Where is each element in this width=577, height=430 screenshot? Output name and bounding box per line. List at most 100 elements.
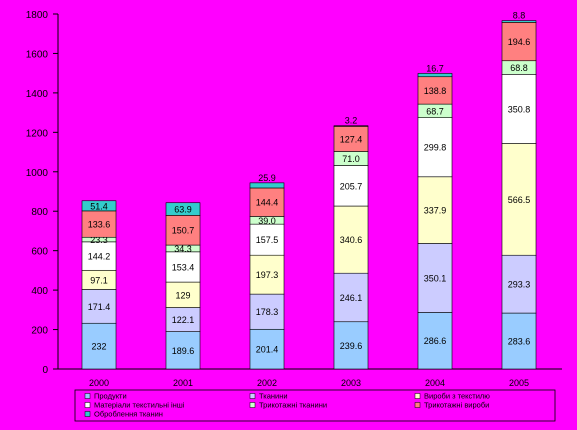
legend-label: Вироби з текстилю <box>424 392 490 401</box>
data-label: 8.8 <box>513 11 526 21</box>
bar-stack: 189.6 122.1 129 153.4 34.3 150.7 63.9 <box>165 202 201 370</box>
bar-segment <box>417 312 453 370</box>
data-label: 122.1 <box>172 315 195 325</box>
data-label: 144.4 <box>256 198 279 208</box>
data-label: 127.4 <box>340 134 363 144</box>
bar-segment <box>417 243 453 313</box>
legend-swatch <box>84 393 91 399</box>
bar-segment <box>333 165 369 207</box>
data-label: 25.9 <box>258 173 276 183</box>
legend-swatch <box>414 393 421 399</box>
data-label: 189.6 <box>172 346 195 356</box>
bar-segment <box>165 202 201 216</box>
bar-segment <box>249 293 285 330</box>
data-label: 350.1 <box>424 273 447 283</box>
legend-label: Трикотажні тканини <box>259 401 327 410</box>
y-tick-label: 1000 <box>26 168 49 179</box>
bar-segment <box>501 312 537 370</box>
data-label: 3.2 <box>345 116 358 126</box>
data-label: 63.9 <box>174 205 192 215</box>
y-tick-label: 1600 <box>26 49 49 60</box>
bar-segment <box>81 322 117 370</box>
bar-stack: 239.6 246.1 340.6 205.7 71.0 127.4 3.2 <box>333 116 369 370</box>
bar-segment <box>249 223 285 256</box>
data-label: 171.4 <box>88 302 111 312</box>
bar-stack: 283.6 293.3 566.5 350.8 68.8 194.6 8.8 <box>501 11 537 370</box>
bar-segment <box>249 254 285 295</box>
bar-segment <box>417 176 453 244</box>
bar-segment <box>501 22 537 62</box>
bar-segment <box>501 74 537 144</box>
legend-label: Трикотажні вироби <box>424 401 489 410</box>
bar-segment <box>81 200 117 212</box>
y-tick-label: 600 <box>31 247 48 258</box>
bar-segment <box>501 143 537 256</box>
data-label: 205.7 <box>340 181 363 191</box>
y-tick-label: 400 <box>31 286 48 297</box>
data-label: 16.7 <box>426 63 444 73</box>
x-tick-label: 2005 <box>509 378 529 388</box>
data-label: 286.6 <box>424 336 447 346</box>
data-label: 133.6 <box>88 220 111 230</box>
y-tick-label: 200 <box>31 326 48 337</box>
bar-segment <box>417 73 453 78</box>
legend-label: Тканини <box>259 392 288 401</box>
data-label: 194.6 <box>508 37 531 47</box>
bar-segment <box>501 20 537 23</box>
data-label: 97.1 <box>90 275 108 285</box>
bar-segment <box>165 307 201 332</box>
data-label: 201.4 <box>256 345 279 355</box>
legend-swatch <box>249 402 256 408</box>
legend-swatch <box>84 411 91 417</box>
data-label: 138.8 <box>424 86 447 96</box>
bar-segment <box>333 272 369 323</box>
data-label: 68.8 <box>510 63 528 73</box>
x-tick-label: 2004 <box>425 378 445 388</box>
data-label: 39.0 <box>258 216 276 226</box>
legend-label: Продукти <box>94 392 127 401</box>
data-label: 337.9 <box>424 206 447 216</box>
legend-swatch <box>414 402 421 408</box>
data-label: 239.6 <box>340 341 363 351</box>
y-tick-label: 800 <box>31 207 48 218</box>
data-label: 71.0 <box>342 154 360 164</box>
data-label: 150.7 <box>172 226 195 236</box>
bar-segment <box>333 205 369 274</box>
x-tick-label: 2000 <box>89 378 109 388</box>
data-label: 144.2 <box>88 252 111 262</box>
legend-label: Оброблення тканин <box>94 410 163 419</box>
legend-swatch <box>84 402 91 408</box>
bar-segment <box>81 210 117 238</box>
bar-segment <box>165 251 201 283</box>
legend-label: Матеріали текстильні інші <box>94 401 185 410</box>
x-tick-label: 2002 <box>257 378 277 388</box>
bar-segment <box>501 254 537 314</box>
data-label: 197.3 <box>256 270 279 280</box>
bar-segment <box>249 187 285 217</box>
x-tick-label: 2003 <box>341 378 361 388</box>
data-label: 34.3 <box>174 244 192 254</box>
data-label: 299.8 <box>424 143 447 153</box>
y-tick-label: 0 <box>42 365 48 376</box>
bar-segment <box>165 215 201 246</box>
y-tick-label: 1800 <box>26 10 49 21</box>
data-label: 566.5 <box>508 195 531 205</box>
data-label: 178.3 <box>256 307 279 317</box>
bar-segment <box>249 328 285 370</box>
data-label: 153.4 <box>172 262 195 272</box>
data-label: 340.6 <box>340 235 363 245</box>
legend-box <box>74 389 556 422</box>
bar-segment <box>417 117 453 178</box>
bar-segment <box>249 182 285 189</box>
data-label: 68.7 <box>426 106 444 116</box>
bar-segment <box>81 241 117 271</box>
bar-segment <box>165 281 201 308</box>
legend: Продукти Тканини Вироби з текстилю Матеріал… <box>74 389 556 422</box>
data-label: 157.5 <box>256 235 279 245</box>
bar-segment <box>417 76 453 105</box>
y-tick-label: 1400 <box>26 89 49 100</box>
bar-stack: 286.6 350.1 337.9 299.8 68.7 138.8 16.7 <box>417 63 453 370</box>
data-label: 246.1 <box>340 293 363 303</box>
